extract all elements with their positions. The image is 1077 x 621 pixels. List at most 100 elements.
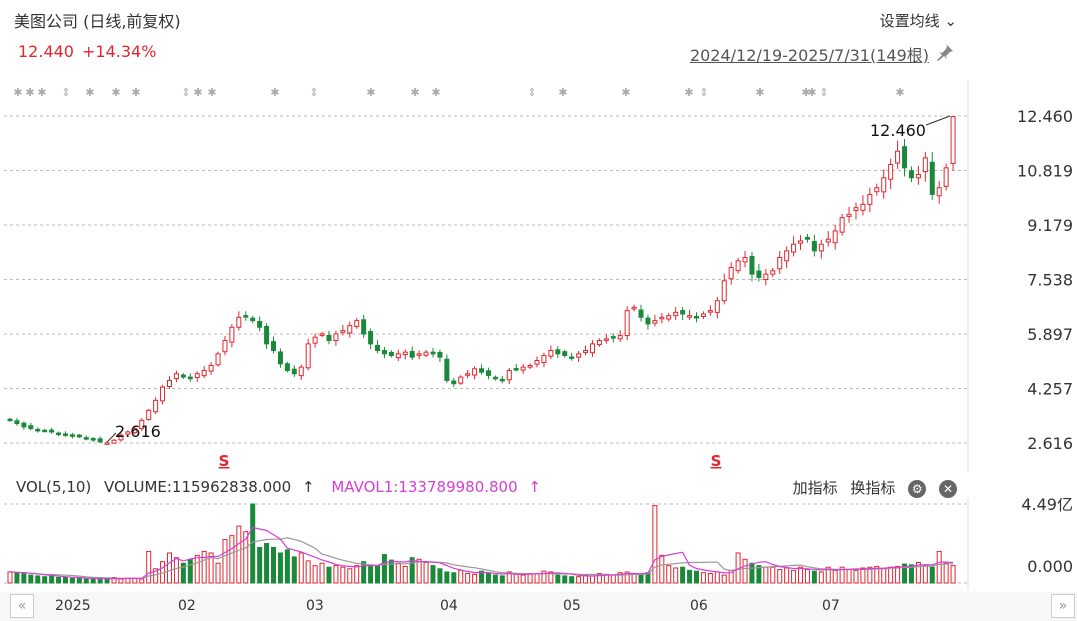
candle-body	[527, 364, 533, 368]
volume-bar	[908, 564, 914, 584]
volume-bar	[839, 566, 845, 584]
x-label: 05	[563, 598, 581, 614]
volume-bar	[576, 576, 582, 584]
price-axis-label: 9.179	[1027, 216, 1073, 235]
candle-body	[28, 425, 34, 430]
candle	[534, 356, 540, 368]
volume-bar	[340, 566, 346, 584]
volume-bar	[104, 578, 110, 584]
volume-bar	[222, 539, 228, 584]
event-star-marker: ✱	[131, 86, 140, 99]
low-annotation-arrow	[106, 432, 117, 443]
candle-body	[215, 353, 221, 366]
volume-bar	[763, 566, 769, 584]
candle-body	[187, 376, 193, 380]
switch-indicator-button[interactable]: 换指标	[850, 479, 896, 497]
candle-body	[444, 358, 450, 381]
event-star-marker: ✱	[807, 86, 816, 99]
candle-body	[395, 353, 401, 359]
candle	[659, 313, 665, 324]
volume-bar	[277, 552, 283, 584]
candle-body	[860, 203, 866, 211]
candle	[381, 346, 387, 359]
gear-icon[interactable]: ⚙	[908, 479, 927, 498]
candle	[631, 304, 637, 312]
candle	[319, 331, 325, 338]
candle	[291, 365, 297, 377]
split-event-marker: S	[711, 452, 722, 470]
volume-bar	[707, 573, 713, 584]
candle	[56, 431, 62, 437]
volume-bar	[14, 572, 20, 584]
candle-body	[721, 280, 727, 302]
candle-body	[472, 368, 478, 376]
event-star-marker: ✱	[431, 86, 440, 99]
candle-body	[832, 230, 838, 244]
candle-body	[714, 300, 720, 313]
event-star-marker: ✱	[684, 86, 693, 99]
candle-body	[326, 334, 332, 342]
candle-body	[201, 369, 207, 377]
candle-body	[21, 422, 27, 428]
volume-chart[interactable]: 4.49亿 0.000	[0, 498, 1077, 590]
volume-bar	[936, 550, 942, 584]
candle-body	[208, 364, 214, 372]
event-star-marker: ✱	[410, 86, 419, 99]
candle	[340, 325, 346, 336]
scroll-left-button[interactable]: «	[10, 594, 34, 618]
ma-settings-button[interactable]: 设置均线 ⌄	[879, 12, 957, 30]
volume-bar	[173, 557, 179, 584]
candle-body	[7, 418, 13, 422]
candle-body	[354, 320, 360, 327]
event-star-marker: ✱	[85, 86, 94, 99]
candle	[409, 346, 415, 360]
high-annotation-arrow	[925, 115, 951, 126]
candle	[7, 417, 13, 422]
candle	[298, 364, 304, 380]
split-event-marker: S	[219, 452, 230, 470]
candle	[506, 367, 512, 385]
candle	[111, 439, 117, 444]
candle	[936, 180, 942, 204]
volume-bar	[520, 574, 526, 584]
volume-bar	[271, 546, 277, 584]
candle-body	[437, 351, 443, 358]
candle	[798, 235, 804, 250]
event-star-marker: ✱	[895, 86, 904, 99]
candle	[430, 347, 436, 358]
volume-bar	[402, 565, 408, 584]
volume-bar	[770, 566, 776, 584]
close-icon[interactable]: ✕	[939, 479, 957, 498]
volume-bar	[895, 565, 901, 584]
volume-header: VOL(5,10) VOLUME:115962838.000 ↑ MAVOL1:…	[16, 478, 541, 496]
volume-bar	[395, 562, 401, 584]
candle	[915, 165, 921, 185]
scroll-right-button[interactable]: »	[1051, 594, 1075, 618]
volume-bar	[139, 578, 145, 584]
candle-body	[853, 207, 859, 212]
candle	[791, 236, 797, 257]
candle	[277, 348, 283, 368]
candle-body	[56, 432, 62, 436]
volume-bar	[305, 560, 311, 584]
candle	[28, 422, 34, 431]
candle-body	[617, 335, 623, 340]
candle-body	[160, 386, 166, 402]
candle-body	[929, 161, 935, 195]
volume-bar	[416, 558, 422, 584]
volume-bar	[777, 569, 783, 584]
x-label: 07	[822, 598, 840, 614]
mavol5-line	[9, 526, 954, 580]
candle	[548, 345, 554, 359]
pin-icon[interactable]	[935, 42, 955, 62]
candle	[742, 250, 748, 268]
candle-body	[867, 193, 873, 205]
add-indicator-button[interactable]: 加指标	[792, 479, 838, 497]
candlestick-chart[interactable]: 12.460 10.819 9.179 7.538 5.897 4.257 2.616 12.…	[0, 80, 1077, 472]
candle-body	[139, 419, 145, 430]
candle-body	[811, 241, 817, 252]
candle-body	[735, 260, 741, 272]
date-range-link[interactable]: 2024/12/19-2025/7/31(149根)	[689, 46, 929, 65]
candle-body	[479, 368, 485, 373]
volume-bar	[368, 564, 374, 584]
